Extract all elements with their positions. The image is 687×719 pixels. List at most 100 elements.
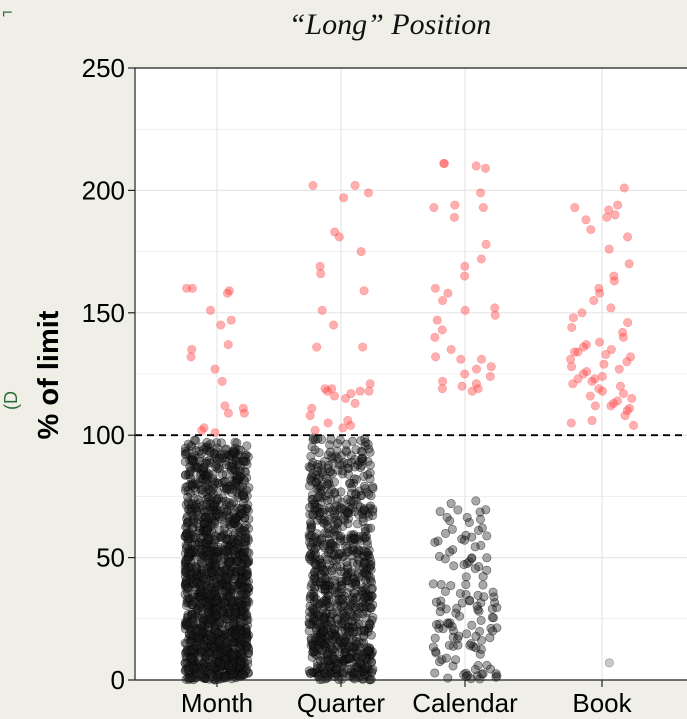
data-point: [229, 619, 239, 629]
data-point: [360, 664, 370, 674]
data-point: [240, 576, 250, 586]
data-point: [346, 389, 356, 399]
data-point: [479, 592, 489, 602]
data-point: [319, 456, 329, 466]
data-point: [430, 668, 440, 678]
data-point: [191, 584, 201, 594]
data-point: [196, 571, 206, 581]
data-point: [345, 642, 355, 652]
data-point: [198, 489, 208, 499]
data-point: [445, 516, 455, 526]
data-point: [365, 474, 375, 484]
data-point: [322, 516, 332, 526]
data-point: [363, 188, 373, 198]
data-point: [221, 496, 231, 506]
data-point: [581, 340, 591, 350]
data-point: [317, 305, 327, 315]
y-tick-label: 250: [82, 53, 125, 83]
data-point: [187, 345, 197, 355]
edge-mark-top: ⌐: [2, 2, 13, 22]
data-point: [351, 593, 361, 603]
data-point: [181, 449, 191, 459]
data-point: [319, 613, 329, 623]
data-point: [460, 271, 470, 281]
data-point: [450, 200, 460, 210]
data-point: [216, 320, 226, 330]
y-tick-label: 50: [96, 543, 125, 573]
data-point: [482, 660, 492, 670]
data-point: [212, 438, 222, 448]
data-point: [221, 574, 231, 584]
data-point: [308, 181, 318, 191]
data-point: [238, 669, 248, 679]
data-point: [464, 557, 474, 567]
data-point: [201, 597, 211, 607]
data-point: [310, 568, 320, 578]
data-point: [220, 534, 230, 544]
data-point: [366, 603, 376, 613]
data-point: [224, 484, 234, 494]
data-point: [312, 342, 322, 352]
data-point: [315, 633, 325, 643]
data-point: [182, 283, 192, 293]
data-point: [618, 327, 628, 337]
data-point: [453, 505, 463, 515]
data-point: [476, 254, 486, 264]
data-point: [430, 283, 440, 293]
data-point: [228, 446, 238, 456]
data-point: [482, 531, 492, 541]
data-point: [350, 398, 360, 408]
data-point: [625, 403, 635, 413]
data-point: [333, 615, 343, 625]
data-point: [615, 381, 625, 391]
data-point: [362, 570, 372, 580]
data-point: [589, 296, 599, 306]
data-point: [604, 205, 614, 215]
y-tick-label: 100: [82, 420, 125, 450]
data-point: [347, 482, 357, 492]
data-point: [619, 183, 629, 193]
data-point: [307, 500, 317, 510]
data-point: [213, 487, 223, 497]
data-point: [351, 580, 361, 590]
data-point: [365, 460, 375, 470]
data-point: [348, 611, 358, 621]
data-point: [227, 649, 237, 659]
data-point: [196, 669, 206, 679]
y-tick-label: 150: [82, 298, 125, 328]
data-point: [180, 531, 190, 541]
data-point: [329, 320, 339, 330]
data-point: [220, 401, 230, 411]
data-point: [577, 308, 587, 318]
data-point: [439, 158, 449, 168]
x-tick-label: Book: [572, 688, 632, 718]
data-point: [350, 534, 360, 544]
data-point: [360, 506, 370, 516]
data-point: [308, 435, 318, 445]
data-point: [433, 536, 443, 546]
data-point: [366, 523, 376, 533]
data-point: [306, 451, 316, 461]
data-point: [438, 376, 448, 386]
data-point: [306, 520, 316, 530]
data-point: [432, 315, 442, 325]
data-point: [360, 558, 370, 568]
data-point: [323, 599, 333, 609]
data-point: [237, 650, 247, 660]
data-point: [599, 359, 609, 369]
data-point: [471, 379, 481, 389]
data-point: [471, 631, 481, 641]
data-point: [305, 668, 315, 678]
data-point: [198, 562, 208, 572]
data-point: [207, 568, 217, 578]
data-point: [606, 345, 616, 355]
data-point: [360, 484, 370, 494]
data-point: [597, 371, 607, 381]
data-point: [226, 557, 236, 567]
data-point: [350, 181, 360, 191]
data-point: [240, 456, 250, 466]
data-point: [482, 553, 492, 563]
data-point: [437, 325, 447, 335]
data-point: [626, 352, 636, 362]
data-point: [456, 354, 466, 364]
